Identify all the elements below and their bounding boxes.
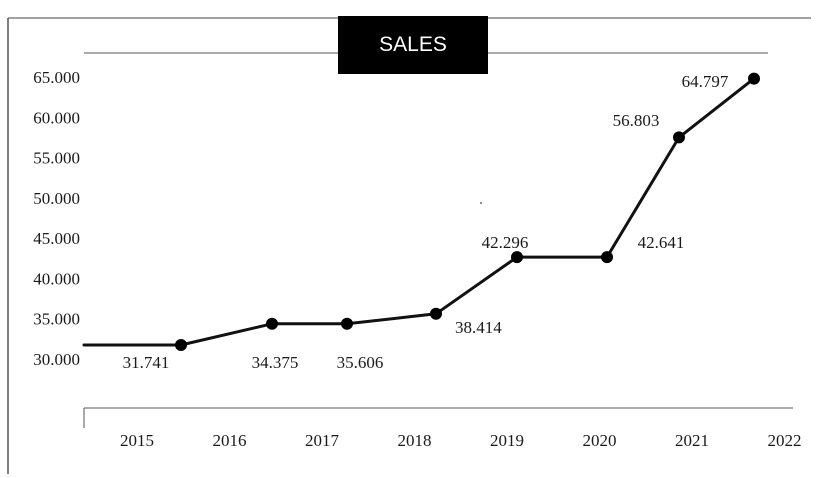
- data-label: 38.414: [455, 318, 502, 337]
- data-point-marker: [748, 72, 760, 85]
- data-point-marker: [511, 251, 523, 264]
- x-tick-label: 2015: [120, 431, 154, 450]
- y-tick-label: 50.000: [33, 189, 80, 208]
- data-point-marker: [175, 339, 187, 351]
- data-points: [175, 72, 760, 351]
- chart-title: SALES: [338, 16, 488, 74]
- x-tick-label: 2021: [675, 431, 709, 450]
- data-label: 42.296: [482, 233, 529, 252]
- x-tick-label: 2020: [583, 431, 617, 450]
- data-point-marker: [341, 317, 353, 330]
- data-point-marker: [601, 251, 613, 264]
- y-tick-label: 60.000: [33, 108, 80, 127]
- data-point-marker: [673, 131, 685, 144]
- y-tick-label: 30.000: [33, 350, 80, 369]
- data-label: 64.797: [682, 72, 729, 91]
- data-point-marker: [266, 317, 278, 330]
- data-label: 56.803: [613, 111, 660, 130]
- x-tick-label: 2017: [305, 431, 340, 450]
- x-tick-label: 2022: [768, 431, 802, 450]
- y-axis: 30.000 35.000 40.000 45.000 50.000 55.000 60.0…: [33, 68, 80, 369]
- y-tick-label: 35.000: [33, 310, 80, 329]
- data-label: 34.375: [252, 353, 299, 372]
- x-tick-label: 2018: [398, 431, 432, 450]
- data-label: 31.741: [123, 353, 170, 372]
- x-tick-label: 2016: [213, 431, 247, 450]
- data-label: 42.641: [638, 233, 685, 252]
- data-label: 35.606: [337, 353, 384, 372]
- y-tick-label: 65.000: [33, 68, 80, 87]
- x-tick-label: 2019: [490, 431, 524, 450]
- y-tick-label: 55.000: [33, 149, 80, 168]
- data-point-marker: [430, 307, 442, 320]
- data-labels: 31.741 34.375 35.606 38.414 42.296 42.641 56.8…: [123, 72, 729, 372]
- x-axis: 2015 2016 2017 2018 2019 2020 2021 2022: [120, 431, 802, 450]
- stray-dot: [480, 202, 482, 204]
- y-tick-label: 40.000: [33, 269, 80, 288]
- y-tick-label: 45.000: [33, 229, 80, 248]
